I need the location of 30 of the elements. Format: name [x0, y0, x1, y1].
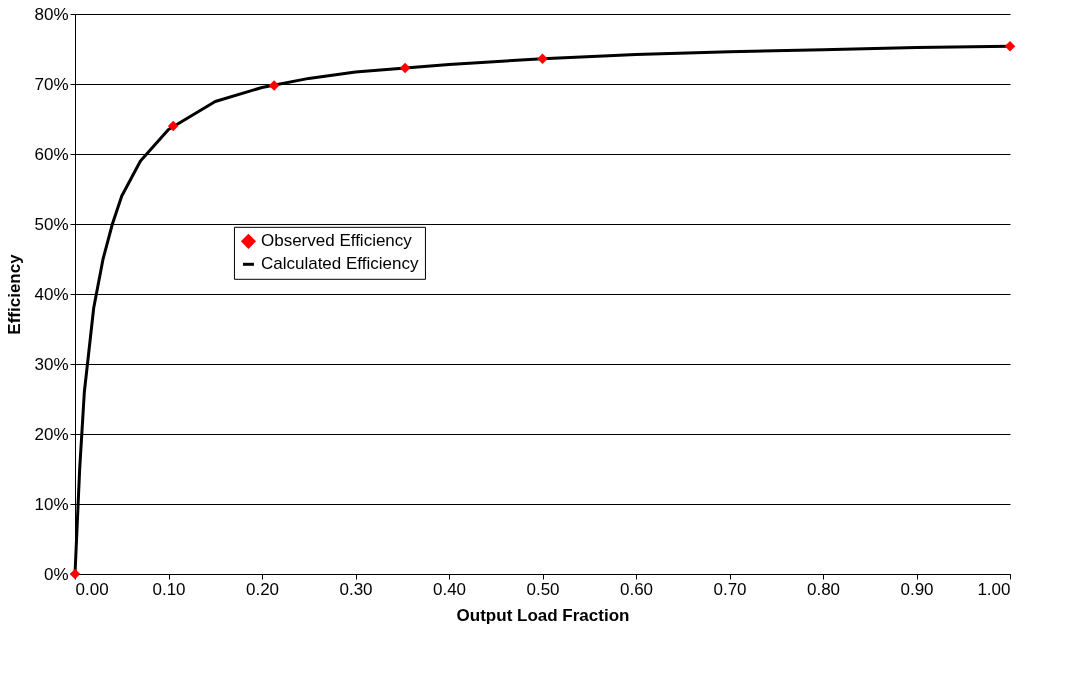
- x-tick-label: 0.80: [806, 579, 841, 599]
- x-tick-label: 0.40: [432, 579, 467, 599]
- x-tick-label: 0.30: [339, 579, 373, 599]
- point: [399, 62, 411, 74]
- point: [167, 120, 179, 132]
- x-tick-label: 0.90: [900, 579, 934, 599]
- point: [1004, 40, 1016, 52]
- x-tick-label: 0.10: [152, 579, 186, 599]
- x-tick-label: 0.50: [526, 579, 560, 599]
- y-tick-label: 10%: [34, 494, 69, 514]
- y-tick-label: 80%: [34, 4, 69, 24]
- x-tick-label: 0.20: [245, 579, 280, 599]
- legend-label: Observed Efficiency: [260, 231, 413, 251]
- point: [268, 80, 280, 91]
- point: [537, 53, 548, 65]
- y-tick-label: 50%: [34, 214, 69, 234]
- x-tick-label: 0.70: [713, 579, 747, 599]
- x-axis-title: Output Load Fraction: [456, 605, 630, 625]
- legend-label: Calculated Efficiency: [260, 254, 419, 274]
- y-tick-label: 40%: [34, 284, 69, 304]
- y-tick-label: 20%: [34, 424, 69, 444]
- y-tick-label: 0%: [43, 564, 69, 584]
- y-tick-label: 60%: [34, 144, 69, 164]
- x-tick-label: 1.00: [977, 579, 1011, 599]
- y-tick-label: 30%: [34, 354, 69, 374]
- x-tick-label: 0.60: [619, 579, 654, 599]
- point: [69, 568, 81, 580]
- x-tick-label: 0.00: [75, 579, 109, 599]
- y-tick-label: 70%: [34, 74, 69, 94]
- y-axis-title: Efficiency: [5, 253, 25, 335]
